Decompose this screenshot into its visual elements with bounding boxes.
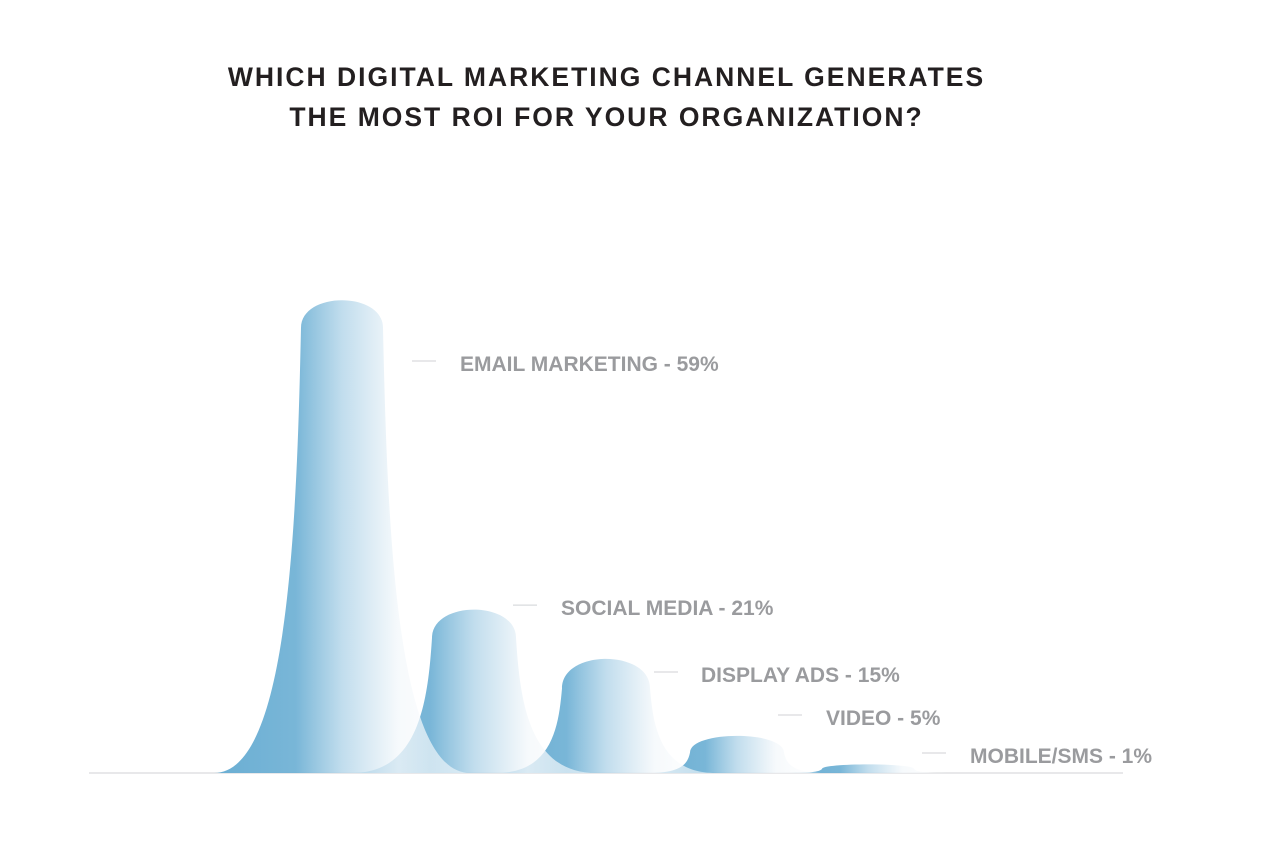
leaders-group [412,360,946,754]
chart-title-line-1: WHICH DIGITAL MARKETING CHANNEL GENERATE… [227,62,986,92]
data-label: MOBILE/SMS - 1% [970,745,1152,768]
peak-video [649,735,825,773]
labels-group: MOBILE/SMS - 1% VIDEO - 5% DISPLAY ADS - 1… [460,353,1152,768]
data-label: EMAIL MARKETING - 59% [460,353,719,376]
peaks-group [214,300,946,773]
peak-social-media [352,609,596,773]
peak-display-ads [496,658,716,773]
data-label: DISPLAY ADS - 15% [701,664,900,687]
data-label: SOCIAL MEDIA - 21% [561,597,774,620]
data-label: VIDEO - 5% [826,707,941,730]
peak-email-marketing [214,300,470,773]
peak-mobile-sms [790,764,946,773]
chart-title-line-2: THE MOST ROI FOR YOUR ORGANIZATION? [289,102,924,132]
